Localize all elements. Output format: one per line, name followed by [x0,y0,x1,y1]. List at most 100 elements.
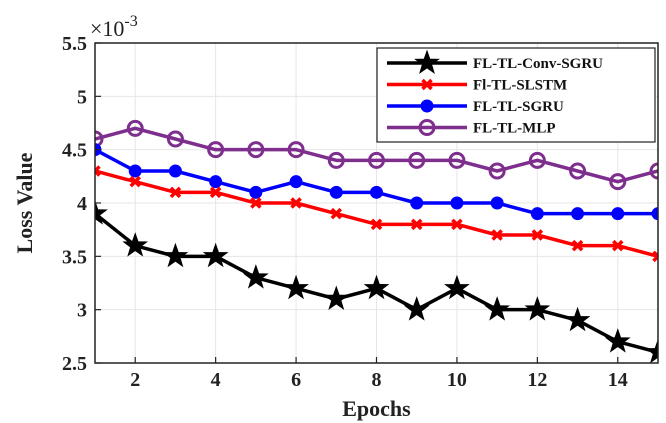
data-point [247,141,265,159]
data-point [168,164,182,178]
y-tick-label: 5 [77,86,87,108]
x-tick-label: 2 [130,369,140,391]
data-point [564,306,591,332]
data-point [524,296,551,321]
legend-label: Fl-TL-SLSTM [473,78,567,94]
y-tick-label: 4 [77,193,87,215]
data-point [571,207,585,221]
series-markers [95,165,658,263]
data-point [126,119,144,137]
data-point [166,130,184,148]
series-markers [95,119,658,191]
multiplier-base: ×10 [90,16,124,41]
x-tick-label: 12 [527,369,547,391]
data-point [531,229,544,241]
x-tick-label: 8 [372,369,382,391]
data-point [609,173,627,191]
series-markers [95,200,658,363]
data-point [491,229,503,241]
data-point [162,242,189,268]
data-point [448,151,466,169]
y-tick-label: 4.5 [62,140,87,162]
legend-label: FL-TL-SGRU [473,99,564,115]
data-point [363,274,390,300]
data-point [368,151,385,169]
series-fl-tl-mlp [95,119,658,191]
series-markers [95,143,658,221]
data-point [169,186,182,199]
x-tick-label: 4 [211,369,221,391]
data-point [283,274,309,300]
legend-item: FL-TL-MLP [387,119,556,137]
data-point [209,175,223,189]
y-axis-multiplier: ×10-3 [90,13,138,41]
data-point [571,239,584,252]
data-point [95,200,108,225]
legend-item: Fl-TL-SLSTM [387,78,567,94]
x-tick-label: 6 [291,369,301,391]
legend-swatch-marker [418,119,436,136]
y-tick-label: 5.5 [62,33,87,55]
y-tick-label: 3.5 [62,246,87,268]
legend-label: FL-TL-Conv-SGRU [473,56,603,72]
axis-ticks: 2.5 3 3.5 4 4.5 5 5.5 2 4 6 8 10 12 14 [62,33,628,391]
data-point [528,151,546,169]
data-point [202,242,229,268]
series-group [95,119,658,363]
y-tick-label: 3 [77,300,87,322]
multiplier-exponent: -3 [124,13,137,30]
legend-swatch-marker [414,49,440,74]
y-axis-title: Loss Value [12,152,37,253]
legend-item: FL-TL-Conv-SGRU [387,49,603,74]
data-point [611,207,625,221]
data-point [484,296,511,321]
data-point [327,151,345,169]
data-point [645,338,658,363]
data-point [649,162,658,180]
data-point [450,196,464,210]
data-point [651,207,658,221]
data-point [289,175,303,189]
data-point [287,141,305,159]
series-fl-tl-conv-sgru [95,200,658,363]
y-tick-label: 2.5 [62,353,87,375]
data-point [370,218,383,231]
data-point [207,141,225,159]
series-line [95,126,658,184]
data-point [403,296,430,321]
data-point [330,207,343,220]
series-fl-tl-sgru [95,143,658,221]
legend-item: FL-TL-SGRU [387,99,564,115]
data-point [490,196,504,210]
data-point [323,285,350,310]
data-point [530,207,544,221]
data-point [370,185,383,199]
data-point [569,162,587,180]
legend-swatch-marker [420,99,434,113]
x-tick-label: 10 [447,369,467,391]
legend: FL-TL-Conv-SGRU Fl-TL-SLSTM FL-TL-SGRU FL-T… [376,47,656,143]
data-point [652,250,658,263]
data-point [444,274,470,300]
data-point [95,165,101,177]
data-point [451,218,463,231]
data-point [250,197,262,209]
data-point [604,328,631,353]
data-point [612,239,624,252]
legend-swatch-marker [421,78,433,91]
data-point [242,264,269,289]
data-point [290,197,302,209]
data-point [249,185,263,199]
data-point [129,175,141,188]
data-point [209,186,222,199]
data-point [410,218,423,231]
data-point [408,151,426,169]
data-point [410,196,424,210]
data-point [488,162,506,180]
x-tick-label: 14 [608,369,628,391]
data-point [122,232,149,257]
data-point [329,185,343,199]
data-point [95,130,104,148]
series-fl-tl-slstm [95,165,658,263]
